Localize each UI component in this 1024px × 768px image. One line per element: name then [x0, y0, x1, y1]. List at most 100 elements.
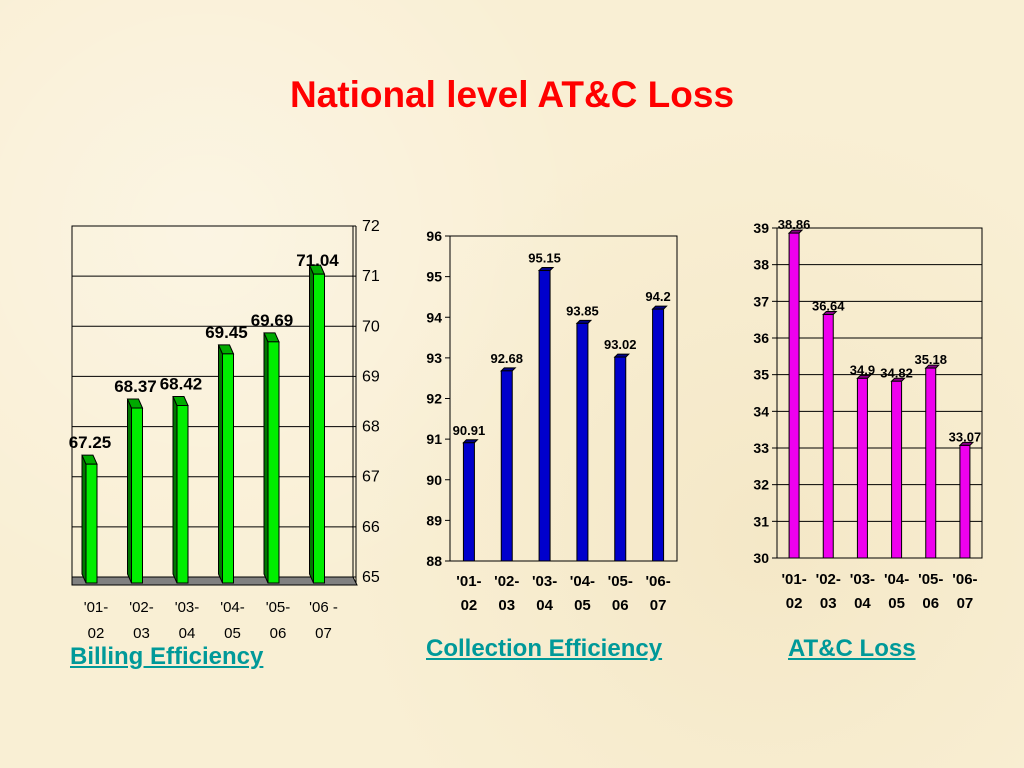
chart3-x-tick-label: '05- [918, 571, 943, 588]
chart3-y-tick-label: 30 [753, 550, 769, 566]
chart1-y-tick-label: 68 [362, 419, 380, 436]
chart3-y-tick-label: 32 [753, 477, 769, 493]
chart1-x-tick-label: '03- [175, 599, 200, 616]
chart1-bar [313, 273, 325, 584]
chart1-y-tick-label: 67 [362, 469, 380, 486]
chart1-x-tick-label: '01- [84, 599, 109, 616]
chart2-bar [614, 356, 627, 562]
chart2-data-label: 93.02 [604, 337, 637, 352]
chart2-y-tick-label: 91 [426, 431, 442, 447]
chart2-x-tick-label: '02- [494, 573, 519, 590]
chart2-x-tick-label: 06 [612, 597, 629, 614]
chart2-x-tick-label: 07 [650, 597, 667, 614]
chart2-x-tick-label: '04- [570, 573, 595, 590]
chart3-y-tick-label: 38 [753, 257, 769, 273]
chart1-y-tick-label: 66 [362, 519, 380, 536]
chart2-bar [576, 322, 589, 562]
chart1-x-tick-label: 04 [179, 625, 196, 642]
chart3-x-tick-label: 06 [922, 595, 939, 612]
billing-efficiency-link[interactable]: Billing Efficiency [70, 643, 264, 670]
chart3-x-tick-label: '06- [952, 571, 977, 588]
chart3-data-label: 38.86 [778, 217, 811, 232]
chart3-x-tick-label: '04- [884, 571, 909, 588]
chart2-bar [500, 370, 513, 562]
chart1-data-label: 69.45 [205, 323, 248, 342]
chart1-data-label: 68.42 [160, 375, 203, 394]
chart3-y-tick-label: 39 [753, 220, 769, 236]
chart1-x-tick-label: 05 [224, 625, 241, 642]
chart1-y-tick-label: 70 [362, 318, 380, 335]
chart2-plot-frame [449, 235, 678, 562]
chart1-bar-side [263, 332, 269, 584]
chart3-bar [856, 377, 868, 559]
chart3-x-tick-label: 07 [957, 595, 974, 612]
chart3-x-tick-label: 05 [888, 595, 905, 612]
chart1-bar [222, 353, 234, 584]
chart2-x-tick-label: 05 [574, 597, 591, 614]
chart3-bar [788, 232, 800, 559]
chart1-bar [176, 405, 189, 584]
chart2-bar [652, 308, 665, 562]
atc-loss-link[interactable]: AT&C Loss [788, 635, 916, 662]
chart2-y-tick-label: 90 [426, 472, 442, 488]
chart1-y-tick-label: 69 [362, 368, 380, 385]
chart1-x-tick-label: '06 - [309, 599, 338, 616]
chart3-x-tick-label: 04 [854, 595, 871, 612]
chart3-data-label: 34.82 [880, 365, 913, 380]
chart1-x-tick-label: '04- [220, 599, 245, 616]
chart2-data-label: 90.91 [453, 423, 486, 438]
chart2-bar [462, 442, 475, 562]
chart3-bar [822, 314, 834, 559]
chart2-x-tick-label: 04 [536, 597, 553, 614]
chart3-bar [925, 367, 937, 559]
collection-efficiency-link[interactable]: Collection Efficiency [426, 635, 663, 662]
chart1-floor [71, 576, 358, 586]
chart1-data-label: 67.25 [69, 433, 112, 452]
chart1-bar [131, 407, 143, 584]
chart2-y-tick-label: 95 [426, 269, 442, 285]
chart1-x-tick-label: '05- [266, 599, 291, 616]
chart1-data-label: 68.37 [114, 377, 157, 396]
chart2-y-tick-label: 88 [426, 553, 442, 569]
chart2-x-tick-label: '01- [456, 573, 481, 590]
chart3-data-label: 35.18 [914, 352, 947, 367]
chart1-bar-side [127, 398, 132, 584]
chart1-y-tick-label: 65 [362, 569, 380, 586]
chart3-data-label: 33.07 [949, 429, 982, 444]
chart2-bar [538, 270, 551, 562]
chart1-bar [85, 463, 98, 584]
slide-title: National level AT&C Loss [289, 74, 735, 115]
chart1-x-tick-label: 07 [315, 625, 332, 642]
chart1-x-tick-label: 03 [133, 625, 150, 642]
chart2-data-label: 94.2 [645, 289, 670, 304]
chart2-x-tick-label: 02 [461, 597, 478, 614]
chart1-y-tick-label: 71 [362, 268, 380, 285]
chart1-y-tick-label: 72 [362, 218, 380, 235]
chart1-bar-side [81, 454, 87, 584]
chart3-data-label: 34.9 [850, 362, 875, 377]
chart2-data-label: 95.15 [528, 251, 561, 266]
chart3-x-tick-label: 02 [786, 595, 803, 612]
chart2-y-tick-label: 96 [426, 228, 442, 244]
chart1-bar-side [172, 396, 178, 584]
chart2-x-tick-label: '06- [645, 573, 670, 590]
chart1-bar [267, 341, 280, 584]
chart3-y-tick-label: 34 [753, 403, 769, 419]
chart3-bar [959, 444, 971, 559]
chart2-y-tick-label: 93 [426, 350, 442, 366]
chart3-y-tick-label: 35 [753, 367, 769, 383]
chart3-bar [891, 380, 903, 559]
chart3-y-tick-label: 37 [753, 293, 769, 309]
chart2-x-tick-label: '05- [608, 573, 633, 590]
chart2-x-tick-label: '03- [532, 573, 557, 590]
chart1-data-label: 71.04 [296, 251, 339, 270]
chart2-y-tick-label: 94 [426, 309, 442, 325]
chart1-data-label: 69.69 [251, 311, 294, 330]
chart1-x-tick-label: '02- [129, 599, 154, 616]
chart3-x-tick-label: '03- [850, 571, 875, 588]
chart2-y-tick-label: 89 [426, 512, 442, 528]
chart3-x-tick-label: '01- [781, 571, 806, 588]
chart2-data-label: 93.85 [566, 303, 599, 318]
chart2-x-tick-label: 03 [498, 597, 515, 614]
